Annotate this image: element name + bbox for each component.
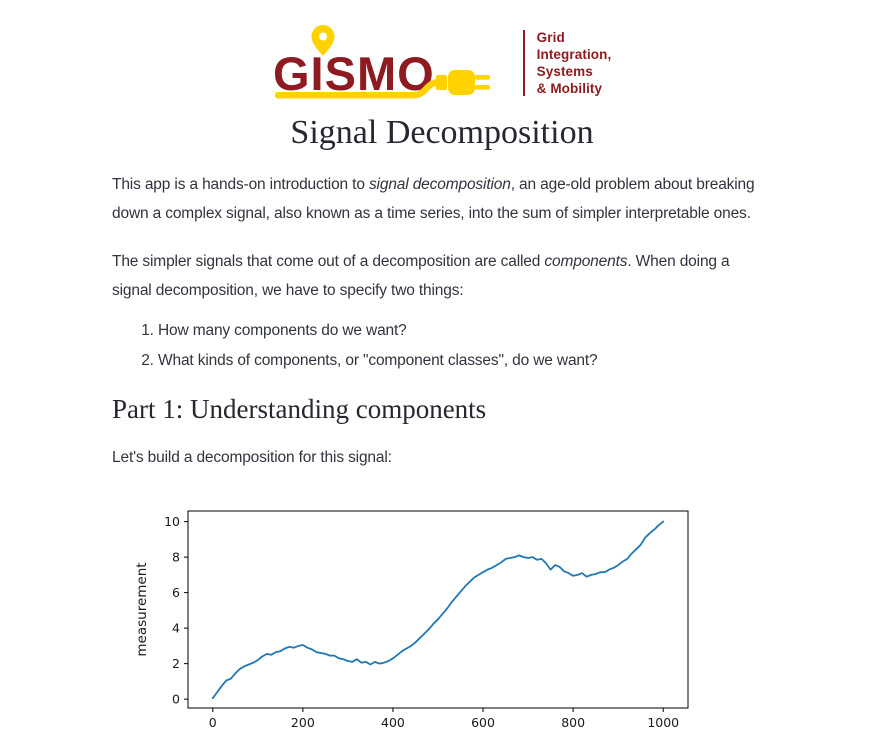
plug-icon: [435, 70, 490, 95]
list-item: How many components do we want?: [158, 316, 772, 346]
list-item: What kinds of components, or "component …: [158, 346, 772, 376]
tagline-line: Grid: [536, 30, 565, 45]
intro-p2-text: The simpler signals that come out of a d…: [112, 252, 545, 270]
logo-wordmark: GISMO: [273, 47, 435, 100]
intro-p1-text: This app is a hands-on introduction to: [112, 176, 369, 193]
signal-chart: 0 200 400 600 800 1000 0 2 4 6 8 10 measurement: [134, 510, 689, 730]
page-title: Signal Decomposition: [290, 114, 594, 151]
part1-heading: Part 1: Understanding components: [112, 394, 487, 425]
logo-divider: [522, 30, 525, 96]
tagline-line: Systems: [536, 64, 593, 79]
y-tick-label: 10: [164, 514, 180, 529]
tagline-line: & Mobility: [536, 81, 603, 96]
x-tick-label: 400: [381, 715, 405, 730]
y-tick-label: 0: [172, 691, 180, 706]
components-question-list: How many components do we want? What kin…: [112, 316, 772, 376]
tagline-line: Integration,: [536, 47, 612, 62]
y-axis-label: measurement: [134, 562, 150, 656]
x-tick-label: 0: [209, 715, 217, 730]
intro-p2-text-after: . When doing a signal decomposition, we …: [112, 252, 730, 300]
intro-p2-italic: components: [544, 252, 628, 270]
y-tick-label: 6: [172, 585, 180, 600]
page-content: GISMO Grid Integration, Systems & Mobili…: [112, 0, 772, 740]
x-tick-label: 800: [561, 715, 585, 730]
x-tick-label: 1000: [647, 715, 679, 730]
logo-mark: GISMO: [273, 25, 490, 100]
y-tick-label: 8: [172, 549, 180, 564]
y-tick-label: 4: [172, 620, 180, 635]
logo-cable-underline: [274, 78, 442, 99]
chart-figure: 0 200 400 600 800 1000 0 2 4 6 8 10 measurement: [130, 503, 772, 740]
intro-paragraph-1: This app is a hands-on introduction to s…: [112, 170, 772, 229]
intro-p1-text-after: , an age-old problem about breaking down…: [112, 176, 755, 223]
gismo-logo: GISMO Grid Integration, Systems & Mobili…: [112, 24, 772, 102]
intro-paragraph-2: The simpler signals that come out of a d…: [112, 247, 772, 306]
x-tick-label: 200: [291, 715, 315, 730]
plot-border: [187, 510, 689, 709]
signal-line: [211, 520, 665, 699]
part1-lead: Let's build a decomposition for this sig…: [112, 449, 392, 467]
y-tick-label: 2: [172, 656, 180, 671]
intro-p1-italic: signal decomposition: [368, 176, 511, 193]
logo-tagline: Grid Integration, Systems & Mobility: [537, 29, 612, 97]
x-tick-label: 600: [471, 715, 495, 730]
map-pin-icon: [311, 25, 335, 56]
